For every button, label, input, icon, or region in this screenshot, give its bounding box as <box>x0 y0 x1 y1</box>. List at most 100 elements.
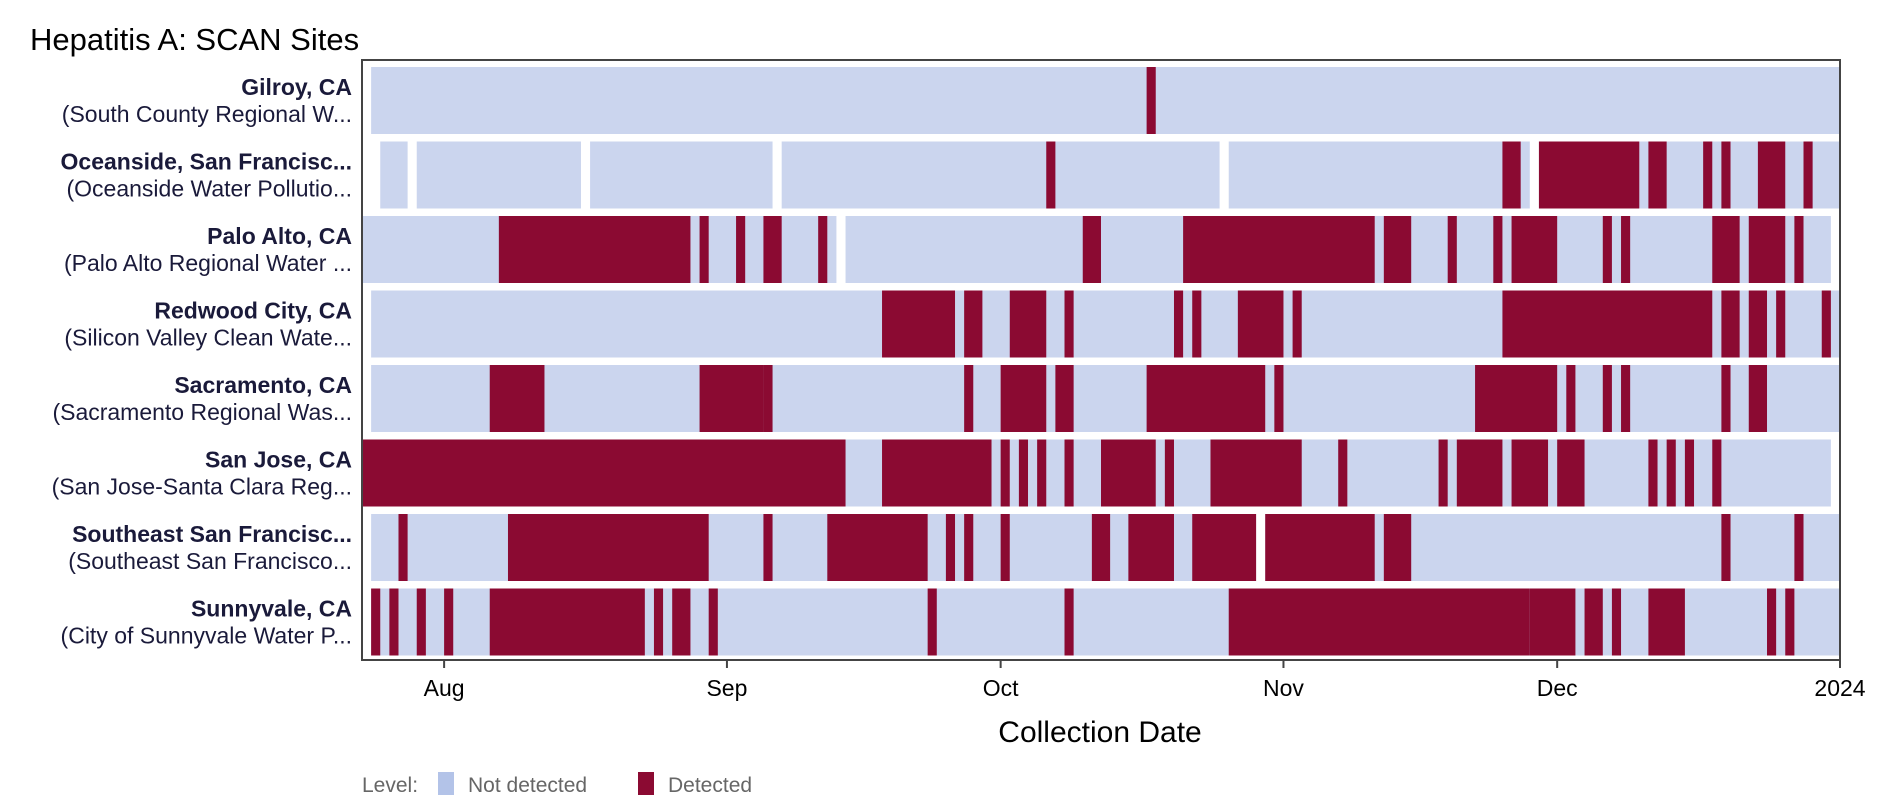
detected-range <box>1785 588 1795 656</box>
detected-range <box>1748 290 1768 358</box>
detected-range <box>1666 439 1676 507</box>
x-tick-label: Dec <box>1537 675 1578 701</box>
detected-range <box>1776 290 1786 358</box>
site-row <box>371 365 1841 432</box>
detected-range <box>1602 216 1612 283</box>
detected-range <box>699 216 709 283</box>
detected-range <box>1447 216 1457 283</box>
detected-range <box>1721 365 1731 432</box>
detected-range <box>1274 365 1284 432</box>
detected-range <box>964 290 983 358</box>
detected-range <box>1748 216 1786 283</box>
sampled-range <box>371 365 1841 432</box>
detected-range <box>1538 141 1640 209</box>
detected-range <box>1511 216 1558 283</box>
site-row <box>371 290 1841 358</box>
detected-range <box>1511 439 1549 507</box>
site-row <box>362 216 1831 283</box>
detected-range <box>1621 365 1631 432</box>
detected-range <box>1557 439 1585 507</box>
detected-range <box>964 365 974 432</box>
detected-range <box>1173 290 1184 358</box>
detected-range <box>1064 439 1074 507</box>
site-facility-label: (Sacramento Regional Was... <box>52 399 352 425</box>
detected-range <box>1721 514 1731 581</box>
x-axis: Aug Sep Oct Nov Dec 2024 <box>424 660 1866 701</box>
site-name-label: Southeast San Francisc... <box>72 521 352 547</box>
detected-range <box>1438 439 1448 507</box>
detected-range <box>1648 141 1667 209</box>
plot-frame <box>361 59 1841 661</box>
detected-range <box>1767 588 1777 656</box>
detected-range <box>489 365 545 432</box>
site-row <box>371 514 1840 581</box>
detected-range <box>1091 514 1111 581</box>
legend-label: Detected <box>668 774 752 797</box>
detected-range <box>1803 141 1813 209</box>
detected-range <box>736 216 746 283</box>
detected-range <box>1164 439 1174 507</box>
detected-range <box>1566 365 1576 432</box>
detected-range <box>927 588 937 656</box>
x-tick-label: Oct <box>983 675 1019 701</box>
site-facility-label: (South County Regional W... <box>62 101 352 127</box>
detected-range <box>1648 588 1685 656</box>
site-facility-label: (City of Sunnyvale Water P... <box>61 623 352 649</box>
detected-range <box>882 290 956 358</box>
site-row <box>371 67 1841 134</box>
site-name-label: Gilroy, CA <box>241 74 352 100</box>
site-row <box>380 141 1840 209</box>
legend: Level: Not detected Detected <box>362 772 752 797</box>
detected-range <box>1748 365 1768 432</box>
sampled-range <box>380 141 408 209</box>
detected-range <box>1146 365 1266 432</box>
row-labels: Gilroy, CA(South County Regional W... Oce… <box>52 74 352 649</box>
detected-range <box>1064 588 1074 656</box>
detected-range <box>763 216 782 283</box>
detected-range <box>964 514 974 581</box>
site-name-label: Sacramento, CA <box>174 372 352 398</box>
legend-title: Level: <box>362 774 418 797</box>
detected-range <box>1794 216 1804 283</box>
detected-range <box>389 588 399 656</box>
detected-range <box>1000 439 1010 507</box>
detected-range <box>1611 588 1622 656</box>
sampled-range <box>416 141 581 209</box>
site-name-label: Oceanside, San Francisc... <box>61 149 352 175</box>
site-facility-label: (Palo Alto Regional Water ... <box>64 250 352 276</box>
x-tick-label: Sep <box>706 675 747 701</box>
detected-range <box>1101 439 1156 507</box>
sampled-range <box>590 141 773 209</box>
x-tick-label: 2024 <box>1814 675 1865 701</box>
sampled-range <box>1228 141 1530 209</box>
detected-range <box>1502 141 1521 209</box>
detected-range <box>1721 141 1731 209</box>
detected-range <box>1383 216 1412 283</box>
detected-range <box>653 588 664 656</box>
detected-range <box>444 588 454 656</box>
site-name-label: Sunnyvale, CA <box>191 596 352 622</box>
site-row <box>362 439 1831 507</box>
detected-range <box>1475 365 1558 432</box>
detected-range <box>1712 439 1722 507</box>
detected-range <box>1757 141 1786 209</box>
detected-range <box>416 588 426 656</box>
detected-range <box>763 514 773 581</box>
detected-range <box>1684 439 1695 507</box>
detected-range <box>1183 216 1375 283</box>
detected-range <box>945 514 956 581</box>
detected-range <box>1000 514 1010 581</box>
detected-range <box>1064 290 1074 358</box>
detected-range <box>489 588 645 656</box>
detected-range <box>1046 141 1056 209</box>
site-facility-label: (Silicon Valley Clean Wate... <box>64 325 352 351</box>
detected-range <box>1018 439 1029 507</box>
detected-range <box>1000 365 1047 432</box>
detected-range <box>1621 216 1631 283</box>
detected-range <box>1721 290 1740 358</box>
detected-range <box>1237 290 1284 358</box>
detected-range <box>1648 439 1658 507</box>
legend-swatch <box>638 772 654 795</box>
site-facility-label: (Oceanside Water Pollutio... <box>67 176 353 202</box>
